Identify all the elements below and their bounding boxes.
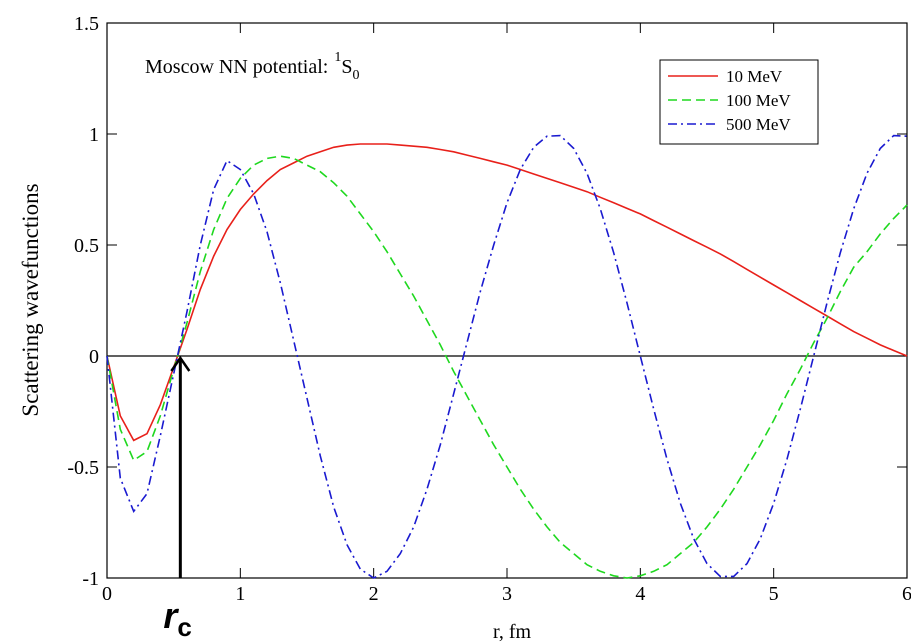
rc-label-sub: c	[177, 612, 191, 642]
y-tick-label: -0.5	[67, 457, 99, 479]
x-tick-label: 4	[635, 583, 645, 605]
annotation-main: S	[341, 56, 352, 78]
y-tick-label: 1.5	[74, 13, 99, 35]
x-tick-label: 2	[369, 583, 379, 605]
y-tick-label: -1	[82, 568, 99, 590]
legend-label: 100 MeV	[726, 91, 791, 110]
series-line	[106, 155, 908, 579]
annotation: Moscow NN potential: 1S0	[145, 50, 359, 83]
series-line	[106, 134, 908, 579]
annotation-sup: 1	[334, 50, 341, 65]
legend-label: 500 MeV	[726, 115, 791, 134]
series-line	[106, 143, 908, 442]
y-tick-label: 0.5	[74, 235, 99, 257]
y-tick-label: 1	[89, 124, 99, 146]
legend-box	[659, 59, 819, 145]
x-tick-label: 5	[769, 583, 779, 605]
y-axis-label: Scattering wavefunctions	[18, 183, 43, 416]
rc-arrowhead	[170, 355, 191, 372]
x-tick-label: 0	[102, 583, 112, 605]
x-axis-label: r, fm	[493, 621, 532, 643]
rc-label: rc	[163, 595, 191, 642]
x-tick-label: 6	[902, 583, 911, 605]
rc-label-main: r	[163, 595, 179, 636]
x-tick-label: 1	[235, 583, 245, 605]
y-tick-label: 0	[89, 346, 99, 368]
x-tick-label: 3	[502, 583, 512, 605]
annotation-text: Moscow NN potential:	[145, 56, 328, 78]
legend-label: 10 MeV	[726, 67, 783, 86]
annotation-sub: 0	[352, 68, 359, 83]
